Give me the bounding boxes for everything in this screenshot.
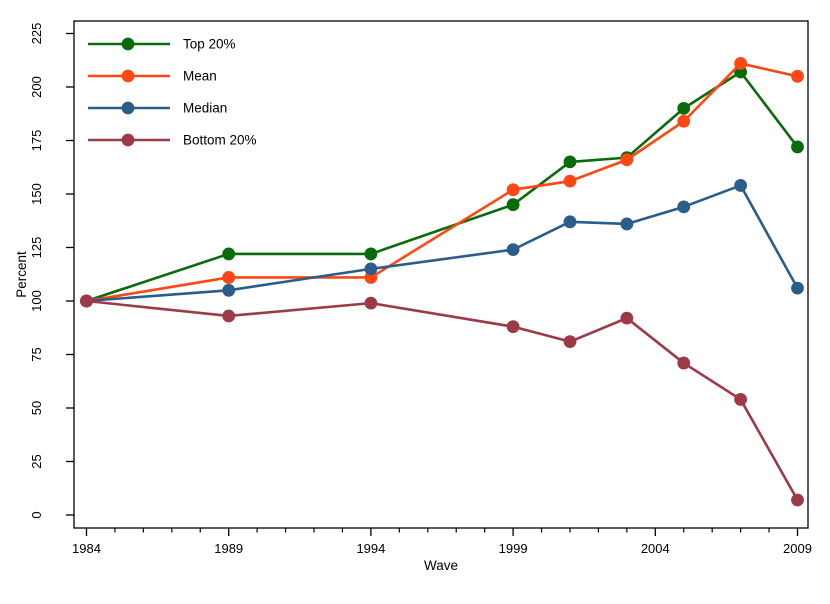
legend-item-median: Median	[88, 101, 227, 116]
y-tick-label: 0	[29, 511, 44, 518]
data-point-bottom-20-1984	[80, 294, 93, 308]
legend-item-bottom-20: Bottom 20%	[88, 133, 257, 148]
data-point-mean-2003	[620, 153, 634, 167]
data-point-mean-2005	[677, 114, 691, 128]
legend-label: Top 20%	[183, 37, 236, 52]
y-tick-label: 150	[29, 183, 44, 205]
legend-label: Median	[183, 101, 227, 116]
data-point-median-2007	[734, 179, 748, 192]
data-point-top-20-2005	[677, 102, 691, 115]
data-point-median-2003	[620, 217, 634, 231]
data-point-median-1999	[506, 243, 520, 257]
data-point-mean-2009	[791, 69, 804, 83]
legend-label: Mean	[183, 69, 217, 84]
data-point-mean-1989	[222, 271, 236, 284]
data-point-median-2005	[677, 200, 691, 214]
x-tick-label: 1999	[499, 541, 528, 556]
legend-marker	[121, 37, 135, 51]
data-point-top-20-1999	[506, 198, 520, 212]
x-tick-label: 1989	[214, 541, 243, 556]
data-point-median-1989	[222, 283, 236, 297]
data-point-bottom-20-2003	[620, 311, 634, 325]
axis-ticks: 0 25 50 75 100 125 150 175 200 225 1984 1989 1994 199…	[29, 23, 812, 556]
data-point-mean-2007	[734, 57, 748, 70]
data-point-bottom-20-1999	[506, 320, 520, 334]
series-bottom-20	[80, 294, 804, 507]
y-tick-label: 125	[29, 237, 44, 259]
y-tick-label: 225	[29, 23, 44, 45]
series-line-bottom-20	[86, 299, 799, 501]
x-axis-title: Wave	[424, 558, 458, 573]
y-tick-label: 25	[29, 454, 44, 468]
data-point-bottom-20-1994	[364, 296, 378, 310]
plot-frame	[73, 20, 809, 529]
legend-marker	[121, 133, 135, 147]
y-tick-label: 75	[29, 347, 44, 361]
y-tick-label: 100	[29, 290, 44, 312]
legend-marker	[121, 69, 135, 83]
data-point-bottom-20-2005	[677, 356, 691, 370]
data-point-top-20-2001	[563, 155, 577, 169]
y-tick-label: 50	[29, 401, 44, 415]
data-point-top-20-1994	[364, 247, 378, 261]
data-point-median-2001	[563, 215, 577, 229]
data-point-bottom-20-2007	[734, 393, 748, 406]
data-point-median-2009	[791, 281, 804, 295]
series-layer	[80, 57, 804, 507]
data-point-bottom-20-2001	[563, 335, 577, 349]
x-tick-label: 1994	[356, 541, 385, 556]
legend-item-top-20: Top 20%	[88, 37, 236, 52]
data-point-median-1994	[364, 262, 378, 276]
y-tick-label: 200	[29, 76, 44, 98]
data-point-bottom-20-1989	[222, 309, 236, 323]
legend-marker	[121, 101, 135, 115]
data-point-mean-1999	[506, 183, 520, 197]
series-median	[80, 179, 804, 308]
legend-item-mean: Mean	[88, 69, 217, 84]
x-tick-label: 2004	[641, 541, 670, 556]
data-point-mean-2001	[563, 174, 577, 188]
data-point-bottom-20-2009	[791, 493, 804, 507]
plot-border	[73, 20, 809, 529]
legend-label: Bottom 20%	[183, 133, 257, 148]
x-tick-label: 2009	[783, 541, 812, 556]
x-tick-label: 1984	[72, 541, 101, 556]
y-axis-title: Percent	[14, 251, 29, 298]
data-point-top-20-1989	[222, 247, 236, 261]
data-point-top-20-2009	[791, 140, 804, 154]
series-mean	[80, 57, 804, 308]
legend: Top 20% Mean Median Bottom 20%	[88, 37, 257, 148]
y-tick-label: 175	[29, 130, 44, 152]
